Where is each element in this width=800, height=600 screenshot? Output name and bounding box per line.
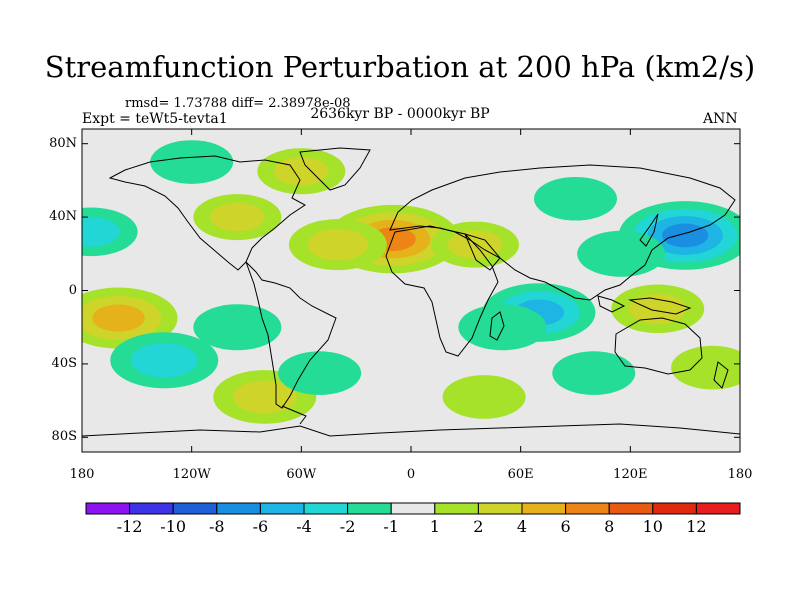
colorbar-label-2: -8 [209, 517, 225, 536]
period-label: 2636kyr BP - 0000kyr BP [310, 106, 490, 122]
y-tick-label-4: 80S [51, 429, 77, 445]
contour-feature-4-level-0 [577, 230, 666, 277]
season-label: ANN [703, 111, 738, 127]
contour-feature-17-level-0 [442, 375, 526, 419]
colorbar-label-6: -1 [383, 517, 399, 536]
x-tick-label-2: 60W [286, 467, 317, 482]
x-tick-label-6: 180 [727, 467, 753, 482]
colorbar-label-8: 2 [473, 517, 484, 536]
contour-feature-9-level-1 [131, 343, 198, 378]
colorbar-label-10: 6 [560, 517, 571, 536]
colorbar-label-4: -4 [296, 517, 312, 536]
x-tick-label-5: 120E [613, 467, 648, 482]
contour-feature-10-level-1 [233, 380, 297, 414]
contour-feature-1-level-1 [307, 228, 369, 261]
x-tick-label-1: 120W [172, 467, 211, 482]
contour-feature-16-level-0 [278, 351, 362, 395]
colorbar-label-0: -12 [116, 517, 143, 536]
contour-feature-3-level-3 [662, 223, 709, 248]
contour-feature-14-level-1 [274, 157, 329, 186]
contour-feature-20-level-0 [671, 345, 740, 390]
contour-feature-6-level-0 [458, 304, 547, 351]
colorbar-label-13: 12 [686, 517, 707, 536]
contour-feature-19-level-0 [534, 176, 617, 221]
colorbar-label-11: 8 [604, 517, 615, 536]
y-tick-label-3: 40S [51, 355, 77, 371]
contour-feature-18-level-0 [552, 351, 636, 395]
experiment-label: Expt = teWt5-tevta1 [82, 111, 228, 127]
contour-feature-8-level-2 [92, 304, 145, 332]
colorbar-label-12: 10 [642, 517, 663, 536]
y-tick-label-1: 40N [49, 209, 77, 225]
contour-feature-7-level-1 [629, 293, 687, 324]
y-tick-label-2: 0 [68, 282, 77, 298]
colorbar-label-5: -2 [339, 517, 356, 536]
colorbar-label-1: -10 [160, 517, 187, 536]
contour-feature-11-level-0 [193, 304, 282, 351]
chart-title: Streamfunction Perturbation at 200 hPa (… [44, 50, 756, 84]
y-tick-label-0: 80N [49, 135, 77, 151]
contour-feature-12-level-1 [82, 216, 120, 247]
x-tick-label-4: 60E [507, 467, 534, 482]
colorbar-label-9: 4 [516, 517, 528, 536]
colorbar-label-7: 1 [429, 517, 440, 536]
contour-feature-15-level-1 [210, 202, 265, 232]
contour-feature-13-level-0 [150, 140, 234, 184]
colorbar-label-3: -6 [252, 517, 269, 536]
coastlines [82, 147, 740, 437]
x-tick-label-3: 0 [406, 467, 416, 482]
x-tick-label-0: 180 [69, 467, 95, 482]
stats-text: rmsd= 1.73788 diff= 2.38978e-08 [125, 96, 351, 111]
